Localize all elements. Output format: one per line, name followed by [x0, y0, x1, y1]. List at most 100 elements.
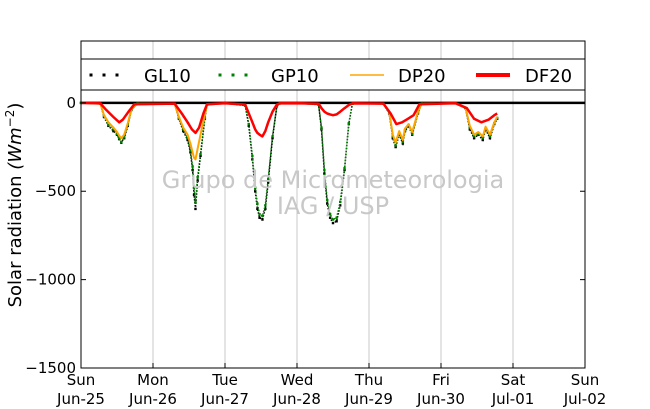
series-gl10-point	[258, 216, 261, 219]
series-gl10-point	[468, 128, 471, 131]
series-layer	[79, 101, 499, 225]
legend-gl10-marker	[102, 73, 106, 77]
plot-frame	[80, 40, 586, 369]
series-gl10-point	[472, 137, 476, 140]
series-gl10-point	[247, 124, 250, 128]
series-gl10-point	[328, 216, 332, 219]
x-tick-label: Jun-30	[416, 390, 465, 408]
series-gp10-point	[196, 175, 199, 179]
legend-gp10-label: GP10	[271, 66, 319, 87]
series-gp10-point	[339, 200, 342, 204]
series-gl10-point	[189, 151, 192, 154]
x-tick-label: Tue	[211, 371, 238, 389]
x-tick-label: Fri	[432, 371, 450, 389]
series-gp10-point	[488, 135, 492, 138]
watermark-line-1: Grupo de Micrometeorologia	[162, 166, 504, 194]
series-gl10-point	[256, 207, 259, 211]
x-tick-label: Jun-29	[344, 390, 393, 408]
legend-df20-label: DF20	[525, 66, 572, 87]
series-gl10-point	[271, 137, 274, 140]
series-gp10-point	[199, 152, 202, 156]
x-tick-label: Sun	[67, 371, 96, 389]
series-gp10-point	[477, 132, 480, 135]
series-gl10-point	[186, 138, 189, 142]
x-tick-label: Mon	[137, 371, 169, 389]
x-tick-label: Sun	[571, 371, 600, 389]
series-gp10-point	[347, 121, 351, 125]
series-gl10-point	[112, 129, 115, 133]
series-gp10-point	[320, 126, 323, 129]
series-gp10-point	[189, 149, 192, 152]
legend-gp10-marker	[244, 73, 248, 77]
series-gl10-point	[331, 221, 335, 225]
series-gl10-point	[488, 137, 492, 140]
series-gp10-point	[254, 186, 257, 189]
series-gp10-point	[323, 168, 326, 172]
legend-gp10-marker	[218, 73, 222, 77]
series-gp10-point	[394, 144, 397, 147]
legend-gl10-marker	[89, 73, 93, 77]
series-gp10-point	[191, 165, 194, 168]
series-gp10-point	[251, 154, 254, 158]
grid-lines	[152, 41, 514, 368]
legend-gp10-marker	[231, 73, 235, 77]
series-gl10-point	[199, 154, 202, 158]
series-gp10-point	[343, 167, 346, 170]
series-gl10-point	[391, 137, 394, 140]
series-gl10-point	[264, 207, 267, 211]
series-gp10-point	[261, 214, 264, 218]
series-dp20-line	[80, 101, 499, 161]
y-axis-label: Solar radiation (Wm−2)	[3, 103, 26, 308]
series-gl10-point	[194, 207, 197, 211]
series-gp10-point	[271, 135, 274, 138]
series-gp10-point	[411, 132, 414, 135]
series-gl10-point	[254, 190, 257, 193]
series-gp10-point	[117, 137, 121, 140]
series-gp10-point	[186, 137, 189, 140]
legend-gl10-marker	[115, 73, 119, 77]
series-df20-line	[80, 101, 498, 138]
series-gp10-point	[326, 198, 329, 202]
series-gp10-point	[256, 202, 259, 205]
x-tick-label: Thu	[354, 371, 383, 389]
ticks: SunJun-25MonJun-26TueJun-27WedJun-28ThuJ…	[25, 94, 606, 408]
legend-dp20-label: DP20	[398, 66, 446, 87]
y-tick-label: 0	[66, 94, 76, 112]
series-gl10-point	[323, 172, 326, 175]
series-gp10-point	[335, 216, 338, 219]
x-tick-label: Jun-26	[128, 390, 177, 408]
x-tick-label: Jun-28	[272, 390, 321, 408]
y-tick-label: −1500	[25, 359, 76, 377]
x-tick-label: Wed	[281, 371, 314, 389]
x-tick-label: Jul-01	[491, 390, 535, 408]
series-gp10-point	[331, 218, 335, 221]
axes	[80, 40, 586, 369]
legend-gl10-label: GL10	[144, 66, 191, 87]
series-gl10-point	[267, 181, 270, 184]
series-gl10-point	[196, 179, 199, 182]
series-gp10-point	[120, 140, 123, 143]
series-gp10-point	[123, 136, 126, 139]
series-gp10-point	[481, 137, 484, 140]
series-gp10-point	[107, 123, 110, 127]
x-tick-label: Jun-27	[200, 390, 249, 408]
series-gl10-point	[191, 168, 194, 172]
series-gl10-point	[481, 138, 484, 142]
y-tick-label: −1000	[25, 271, 76, 289]
series-gp10-point	[192, 186, 196, 189]
watermark: Grupo de Micrometeorologia IAG / USP	[162, 166, 504, 220]
series-gl10-point	[335, 220, 338, 223]
series-gp10-point	[247, 122, 250, 126]
series-gl10-point	[339, 204, 342, 207]
x-tick-label: Sat	[501, 371, 526, 389]
series-gp10-point	[267, 177, 270, 181]
series-gp10-point	[472, 135, 476, 138]
x-tick-label: Jun-25	[56, 390, 105, 408]
series-gp10-point	[401, 140, 405, 143]
watermark-line-2: IAG / USP	[277, 192, 389, 220]
y-tick-label: −500	[35, 182, 76, 200]
series-gp10-point	[258, 213, 261, 216]
series-gp10-point	[194, 200, 197, 204]
x-tick-label: Jul-02	[563, 390, 607, 408]
